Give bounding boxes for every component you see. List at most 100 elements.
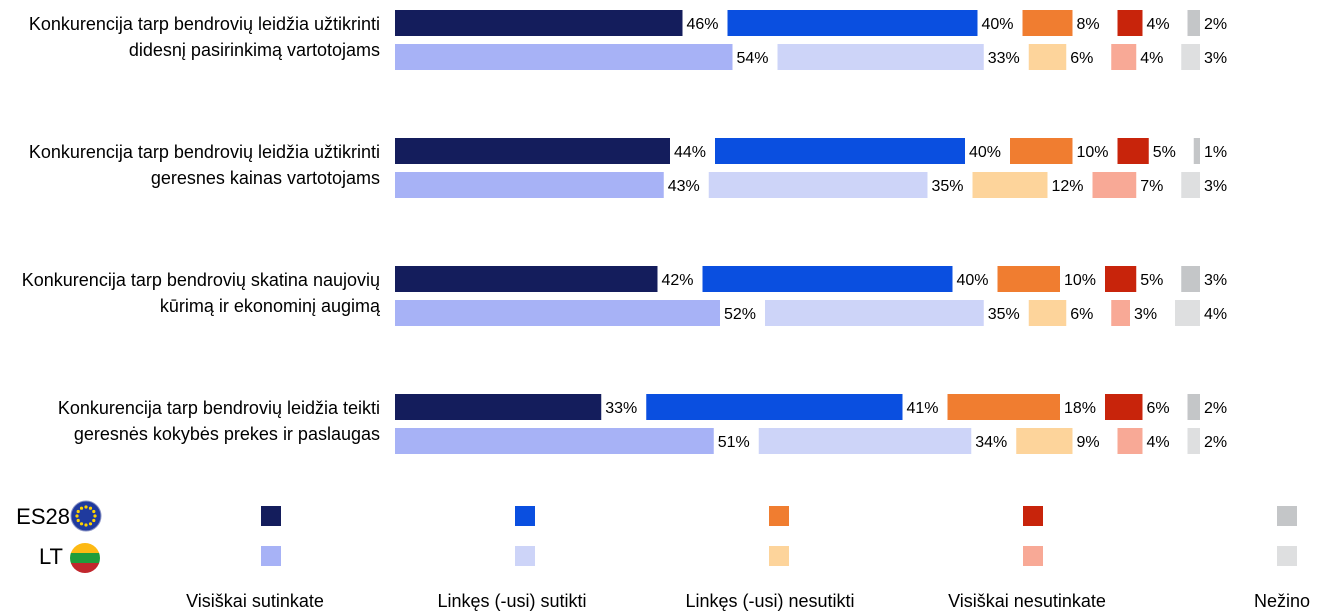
category-label: Konkurencija tarp bendrovių leidžia užti…	[29, 142, 380, 188]
bar-lt-1	[395, 44, 733, 70]
eu-flag-star	[79, 506, 84, 510]
data-label: 3%	[1204, 272, 1227, 289]
data-label: 10%	[1077, 144, 1109, 161]
eu-flag-star	[88, 506, 93, 510]
bar-lt-5	[1181, 172, 1200, 198]
legend-series-label: Linkęs (-usi) nesutikti	[685, 591, 854, 611]
eu-flag-star	[76, 518, 80, 523]
bar-es28-2	[646, 394, 903, 420]
legend-swatch-es28	[769, 506, 789, 526]
data-label: 4%	[1204, 306, 1227, 323]
data-label: 4%	[1147, 16, 1170, 33]
data-label: 35%	[932, 178, 964, 195]
data-label: 4%	[1147, 434, 1170, 451]
data-label: 18%	[1064, 400, 1096, 417]
legend-swatch-lt	[515, 546, 535, 566]
data-label: 3%	[1134, 306, 1157, 323]
data-label: 33%	[988, 50, 1020, 67]
bar-lt-3	[972, 172, 1048, 198]
bar-lt-5	[1181, 44, 1200, 70]
category-label: Konkurencija tarp bendrovių skatina nauj…	[22, 270, 381, 316]
legend-swatch-es28	[515, 506, 535, 526]
data-label: 3%	[1204, 178, 1227, 195]
bar-lt-2	[777, 44, 984, 70]
bar-es28-5	[1193, 138, 1200, 164]
data-label: 41%	[907, 400, 939, 417]
legend-swatch-lt	[769, 546, 789, 566]
category-label: Konkurencija tarp bendrovių leidžia teik…	[58, 398, 380, 444]
lt-flag-icon	[70, 543, 100, 573]
bar-es28-3	[1022, 10, 1073, 36]
eu-flag-star	[84, 505, 88, 509]
bar-lt-3	[1016, 428, 1073, 454]
bar-es28-5	[1181, 266, 1200, 292]
category-label-line: Konkurencija tarp bendrovių skatina nauj…	[22, 270, 380, 290]
data-label: 54%	[737, 50, 769, 67]
bar-lt-1	[395, 172, 664, 198]
bar-es28-1	[395, 266, 658, 292]
data-label: 6%	[1070, 50, 1093, 67]
bar-es28-5	[1187, 394, 1200, 420]
data-label: 6%	[1147, 400, 1170, 417]
legend-group-label: ES28	[16, 504, 70, 529]
bar-es28-1	[395, 10, 683, 36]
data-label: 5%	[1140, 272, 1163, 289]
bar-lt-2	[758, 428, 972, 454]
legend-series-label: Nežino	[1254, 591, 1310, 611]
legend-swatch-lt	[1277, 546, 1297, 566]
eu-flag-icon	[70, 500, 102, 532]
category-label-line: Konkurencija tarp bendrovių leidžia teik…	[58, 398, 380, 418]
data-label: 1%	[1204, 144, 1227, 161]
data-label: 6%	[1070, 306, 1093, 323]
bar-es28-3	[997, 266, 1060, 292]
data-label: 51%	[718, 434, 750, 451]
bar-es28-4	[1117, 138, 1149, 164]
bar-lt-3	[1028, 44, 1067, 70]
data-label: 10%	[1064, 272, 1096, 289]
lt-flag-stripe	[70, 553, 100, 564]
bar-lt-2	[765, 300, 984, 326]
bar-es28-1	[395, 394, 602, 420]
bar-es28-3	[1010, 138, 1073, 164]
data-label: 2%	[1204, 400, 1227, 417]
eu-flag-star	[93, 514, 97, 518]
bar-es28-5	[1187, 10, 1200, 36]
legend-swatch-es28	[1277, 506, 1297, 526]
category-label-line: geresnės kokybės prekes ir paslaugas	[74, 424, 380, 444]
data-label: 44%	[674, 144, 706, 161]
category-label: Konkurencija tarp bendrovių leidžia užti…	[29, 14, 380, 60]
category-label-line: kūrimą ir ekonominį augimą	[160, 296, 381, 316]
legend-swatch-es28	[1023, 506, 1043, 526]
bar-lt-4	[1092, 172, 1137, 198]
legend-series-label: Visiškai sutinkate	[186, 591, 324, 611]
bar-lt-1	[395, 300, 720, 326]
data-label: 43%	[668, 178, 700, 195]
bar-lt-5	[1187, 428, 1200, 454]
category-label-line: geresnes kainas vartotojams	[151, 168, 380, 188]
bar-lt-2	[708, 172, 928, 198]
eu-flag-star	[92, 518, 96, 523]
category-label-line: Konkurencija tarp bendrovių leidžia užti…	[29, 142, 380, 162]
bar-lt-4	[1111, 44, 1137, 70]
data-label: 2%	[1204, 434, 1227, 451]
data-label: 9%	[1077, 434, 1100, 451]
eu-flag-star	[79, 522, 84, 526]
eu-flag-star	[76, 509, 80, 514]
data-label: 8%	[1077, 16, 1100, 33]
data-label: 34%	[975, 434, 1007, 451]
bar-es28-4	[1117, 10, 1143, 36]
data-label: 46%	[687, 16, 719, 33]
bar-es28-2	[715, 138, 965, 164]
data-label: 7%	[1140, 178, 1163, 195]
bar-lt-1	[395, 428, 714, 454]
eu-flag-star	[75, 514, 79, 518]
data-label: 3%	[1204, 50, 1227, 67]
eu-flag-star	[84, 523, 88, 527]
bar-lt-4	[1117, 428, 1143, 454]
data-label: 42%	[662, 272, 694, 289]
bar-lt-3	[1028, 300, 1067, 326]
data-label: 4%	[1140, 50, 1163, 67]
data-label: 40%	[982, 16, 1014, 33]
